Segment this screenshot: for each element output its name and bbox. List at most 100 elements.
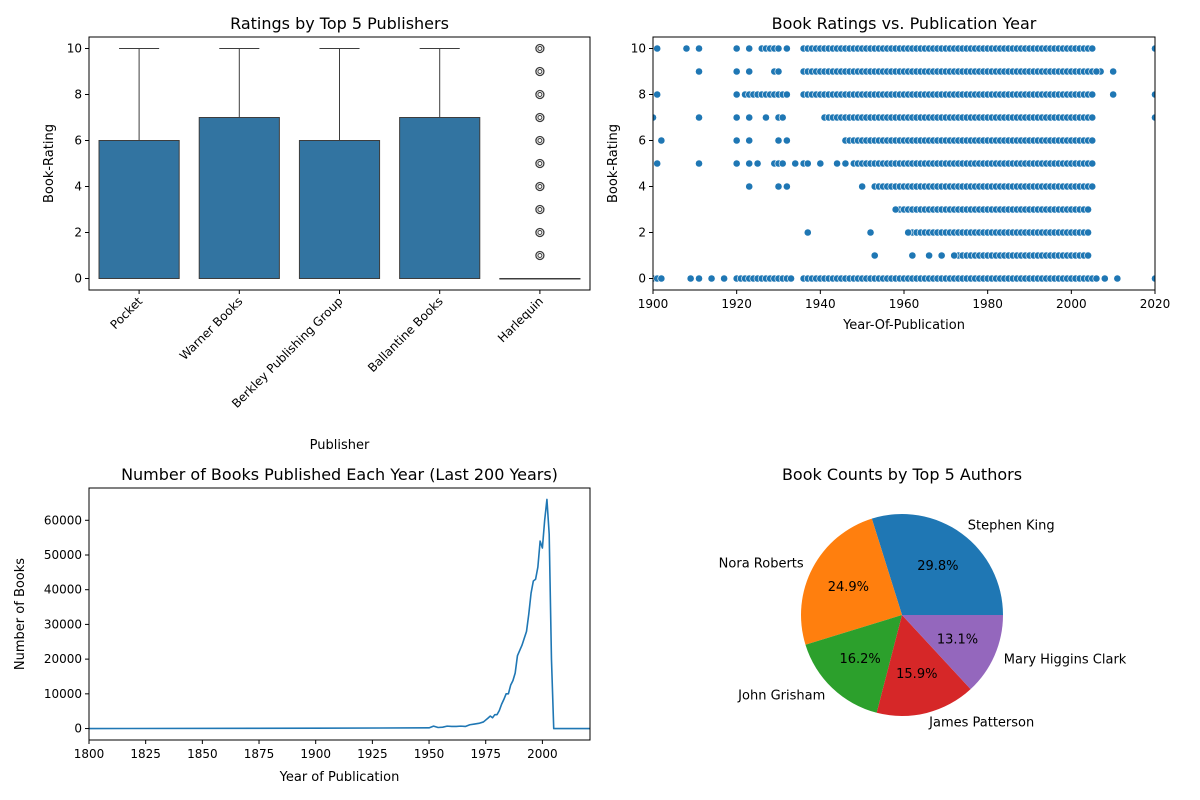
line-xtick-label: 1950 [414,747,445,761]
box-ytick-label: 4 [74,180,82,194]
scatter-point [774,67,783,76]
box-outlier-inner [537,184,543,189]
scatter-point [870,251,879,260]
pie-chart: Book Counts by Top 5 Authors 29.8% Stephen… [719,465,1127,731]
scatter-point [745,182,754,191]
scatter-xlabel: Year-Of-Publication [842,318,965,333]
scatter-point [866,228,875,237]
scatter-point [707,274,716,283]
box-xlabel: Publisher [310,438,370,453]
scatter-point [1092,67,1101,76]
box-outlier-inner [537,253,543,258]
scatter-point [782,136,791,145]
line-ytick-label: 50000 [44,548,82,562]
scatter-point [950,251,959,260]
scatter-point [1088,44,1097,53]
scatter-xtick-label: 1940 [805,297,836,311]
box-outlier [535,89,545,100]
scatter-xtick-label: 2020 [1140,297,1171,311]
pie-slice [805,615,902,713]
scatter-point [720,274,729,283]
scatter-point [753,159,762,168]
pie-slice-label: John Grisham [737,688,825,703]
line-xtick-label: 2000 [527,747,558,761]
scatter-point [1088,182,1097,191]
box-xtick-label: Ballantine Books [365,294,446,375]
scatter-point [791,159,800,168]
pie-slice [876,615,971,716]
scatter-point [774,182,783,191]
scatter-points [653,44,1155,283]
box-outlier-inner [537,230,543,235]
box-0 [98,48,180,279]
box-4 [499,43,581,280]
line-xtick-label: 1975 [470,747,501,761]
scatter-point [745,136,754,145]
scatter-point [695,113,703,122]
box-outlier [535,181,545,192]
box-outlier-inner [537,115,543,120]
line-xtick-label: 1825 [130,747,161,761]
scatter-point [1151,44,1155,53]
line-title: Number of Books Published Each Year (Las… [121,465,558,484]
box-ylabel: Book-Rating [42,124,57,203]
scatter-point [937,251,946,260]
scatter-point [653,159,662,168]
scatter-point [732,159,741,168]
scatter-xtick-label: 1960 [889,297,920,311]
box-xtick-label: Harlequin [495,294,546,345]
line-ytick-label: 30000 [44,617,82,631]
box-3 [399,48,481,279]
pie-slice-label: James Patterson [928,716,1034,731]
box-body [98,140,180,279]
box-ytick-label: 8 [74,88,82,102]
box-xtick-label: Warner Books [177,294,246,363]
scatter-point [695,44,703,53]
scatter-point [782,44,791,53]
scatter-point [1100,274,1109,283]
scatter-point [695,159,703,168]
scatter-point [657,136,666,145]
box-outlier [535,204,545,215]
line-xtick-label: 1850 [187,747,218,761]
box-title: Ratings by Top 5 Publishers [230,14,449,33]
pie-slice [902,615,1003,690]
box-outlier-inner [537,161,543,166]
scatter-ytick-label: 2 [638,226,646,240]
line-xtick-label: 1925 [357,747,388,761]
box-body [298,140,381,279]
box-outlier-inner [537,92,543,97]
scatter-point [1084,251,1092,260]
box-outlier-inner [537,138,543,143]
scatter-ytick-label: 4 [638,180,646,194]
box-ytick-label: 6 [74,134,82,148]
scatter-point [1151,113,1155,122]
scatter-point [732,136,741,145]
pie-title: Book Counts by Top 5 Authors [782,465,1022,484]
pie-slice [871,513,1003,615]
scatter-point [653,44,662,53]
box-outlier [535,250,545,261]
box-outlier [535,135,545,146]
pie-slice-label: Nora Roberts [719,556,804,571]
line-xtick-label: 1900 [300,747,331,761]
scatter-point [762,113,770,122]
line-ylabel: Number of Books [13,558,28,670]
scatter-point [1151,90,1155,99]
pie-percent-label: 29.8% [917,559,958,574]
scatter-point [908,251,917,260]
box-xtick-label: Berkley Publishing Group [229,294,346,411]
line-ytick-label: 20000 [44,652,82,666]
box-outlier [535,66,545,77]
scatter-point [695,67,703,76]
pie-percent-label: 13.1% [937,632,978,647]
scatter-point [841,159,850,168]
scatter-point [732,67,741,76]
box-body [399,117,481,279]
axes-frame [88,36,591,291]
box-ytick-label: 10 [67,42,82,56]
scatter-point [787,274,795,283]
line-ytick-label: 40000 [44,583,82,597]
scatter-point [745,67,754,76]
